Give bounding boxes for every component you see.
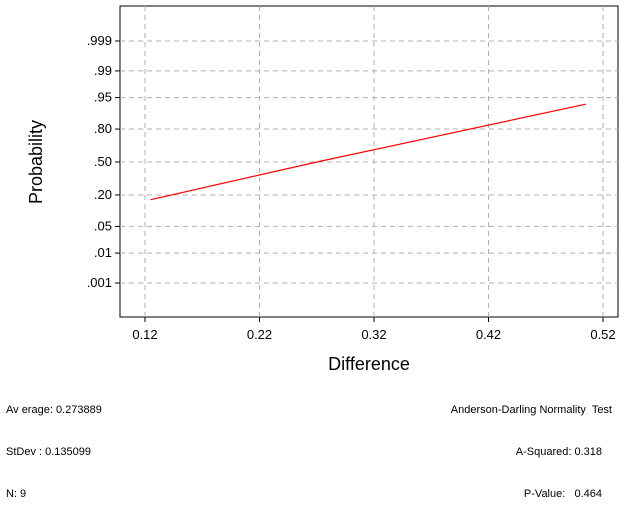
y-tick-label: .05 <box>94 218 112 233</box>
n-stat: N: 9 <box>6 488 27 500</box>
y-tick-label: .001 <box>87 275 112 290</box>
grid-lines <box>120 6 618 317</box>
x-tick-label: 0.52 <box>590 327 615 342</box>
probability-plot: .001.01.05.20.50.80.95.99.999 0.12 0.22 0.… <box>26 5 619 374</box>
y-tick-label: .80 <box>94 121 112 136</box>
stdev-stat: StDev : 0.135099 <box>6 446 92 458</box>
y-axis-label: Probability <box>26 120 46 204</box>
y-tick-label: .999 <box>87 33 112 48</box>
x-tick-label: 0.22 <box>247 327 272 342</box>
average-stat: Av erage: 0.273889 <box>6 404 102 416</box>
fitted-line <box>150 103 586 201</box>
y-axis-ticks: .001 .01 .05 .20 .50 .80 .95 .99 .999 <box>87 33 120 290</box>
summary-stats: Av erage: 0.273889 StDev : 0.135099 N: 9 <box>6 375 102 515</box>
x-axis-label: Difference <box>328 354 410 374</box>
x-tick-label: 0.12 <box>132 327 157 342</box>
p-value-stat: P-Value: 0.464 <box>523 488 602 500</box>
normality-test: Anderson-Darling Normality Test A-Square… <box>451 375 612 515</box>
y-tick-label: .95 <box>94 90 112 105</box>
y-tick-label: .01 <box>94 245 112 260</box>
a-squared-stat: A-Squared: 0.318 <box>515 446 602 458</box>
y-tick-label: .50 <box>94 154 112 169</box>
x-tick-label: 0.32 <box>361 327 386 342</box>
x-tick-label: 0.42 <box>476 327 501 342</box>
y-tick-label: .20 <box>94 187 112 202</box>
series-layer <box>150 103 586 201</box>
test-title: Anderson-Darling Normality Test <box>450 404 612 416</box>
x-axis-ticks: 0.12 0.22 0.32 0.42 0.52 <box>132 317 616 342</box>
y-tick-label: .99 <box>94 63 112 78</box>
